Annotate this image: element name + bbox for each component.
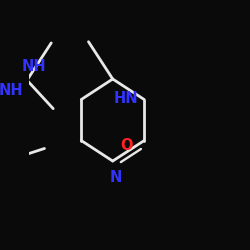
Text: NH: NH (21, 59, 46, 74)
Text: N: N (110, 170, 122, 185)
Text: NH: NH (0, 83, 23, 98)
Text: HN: HN (113, 91, 138, 106)
Text: O: O (120, 138, 133, 153)
